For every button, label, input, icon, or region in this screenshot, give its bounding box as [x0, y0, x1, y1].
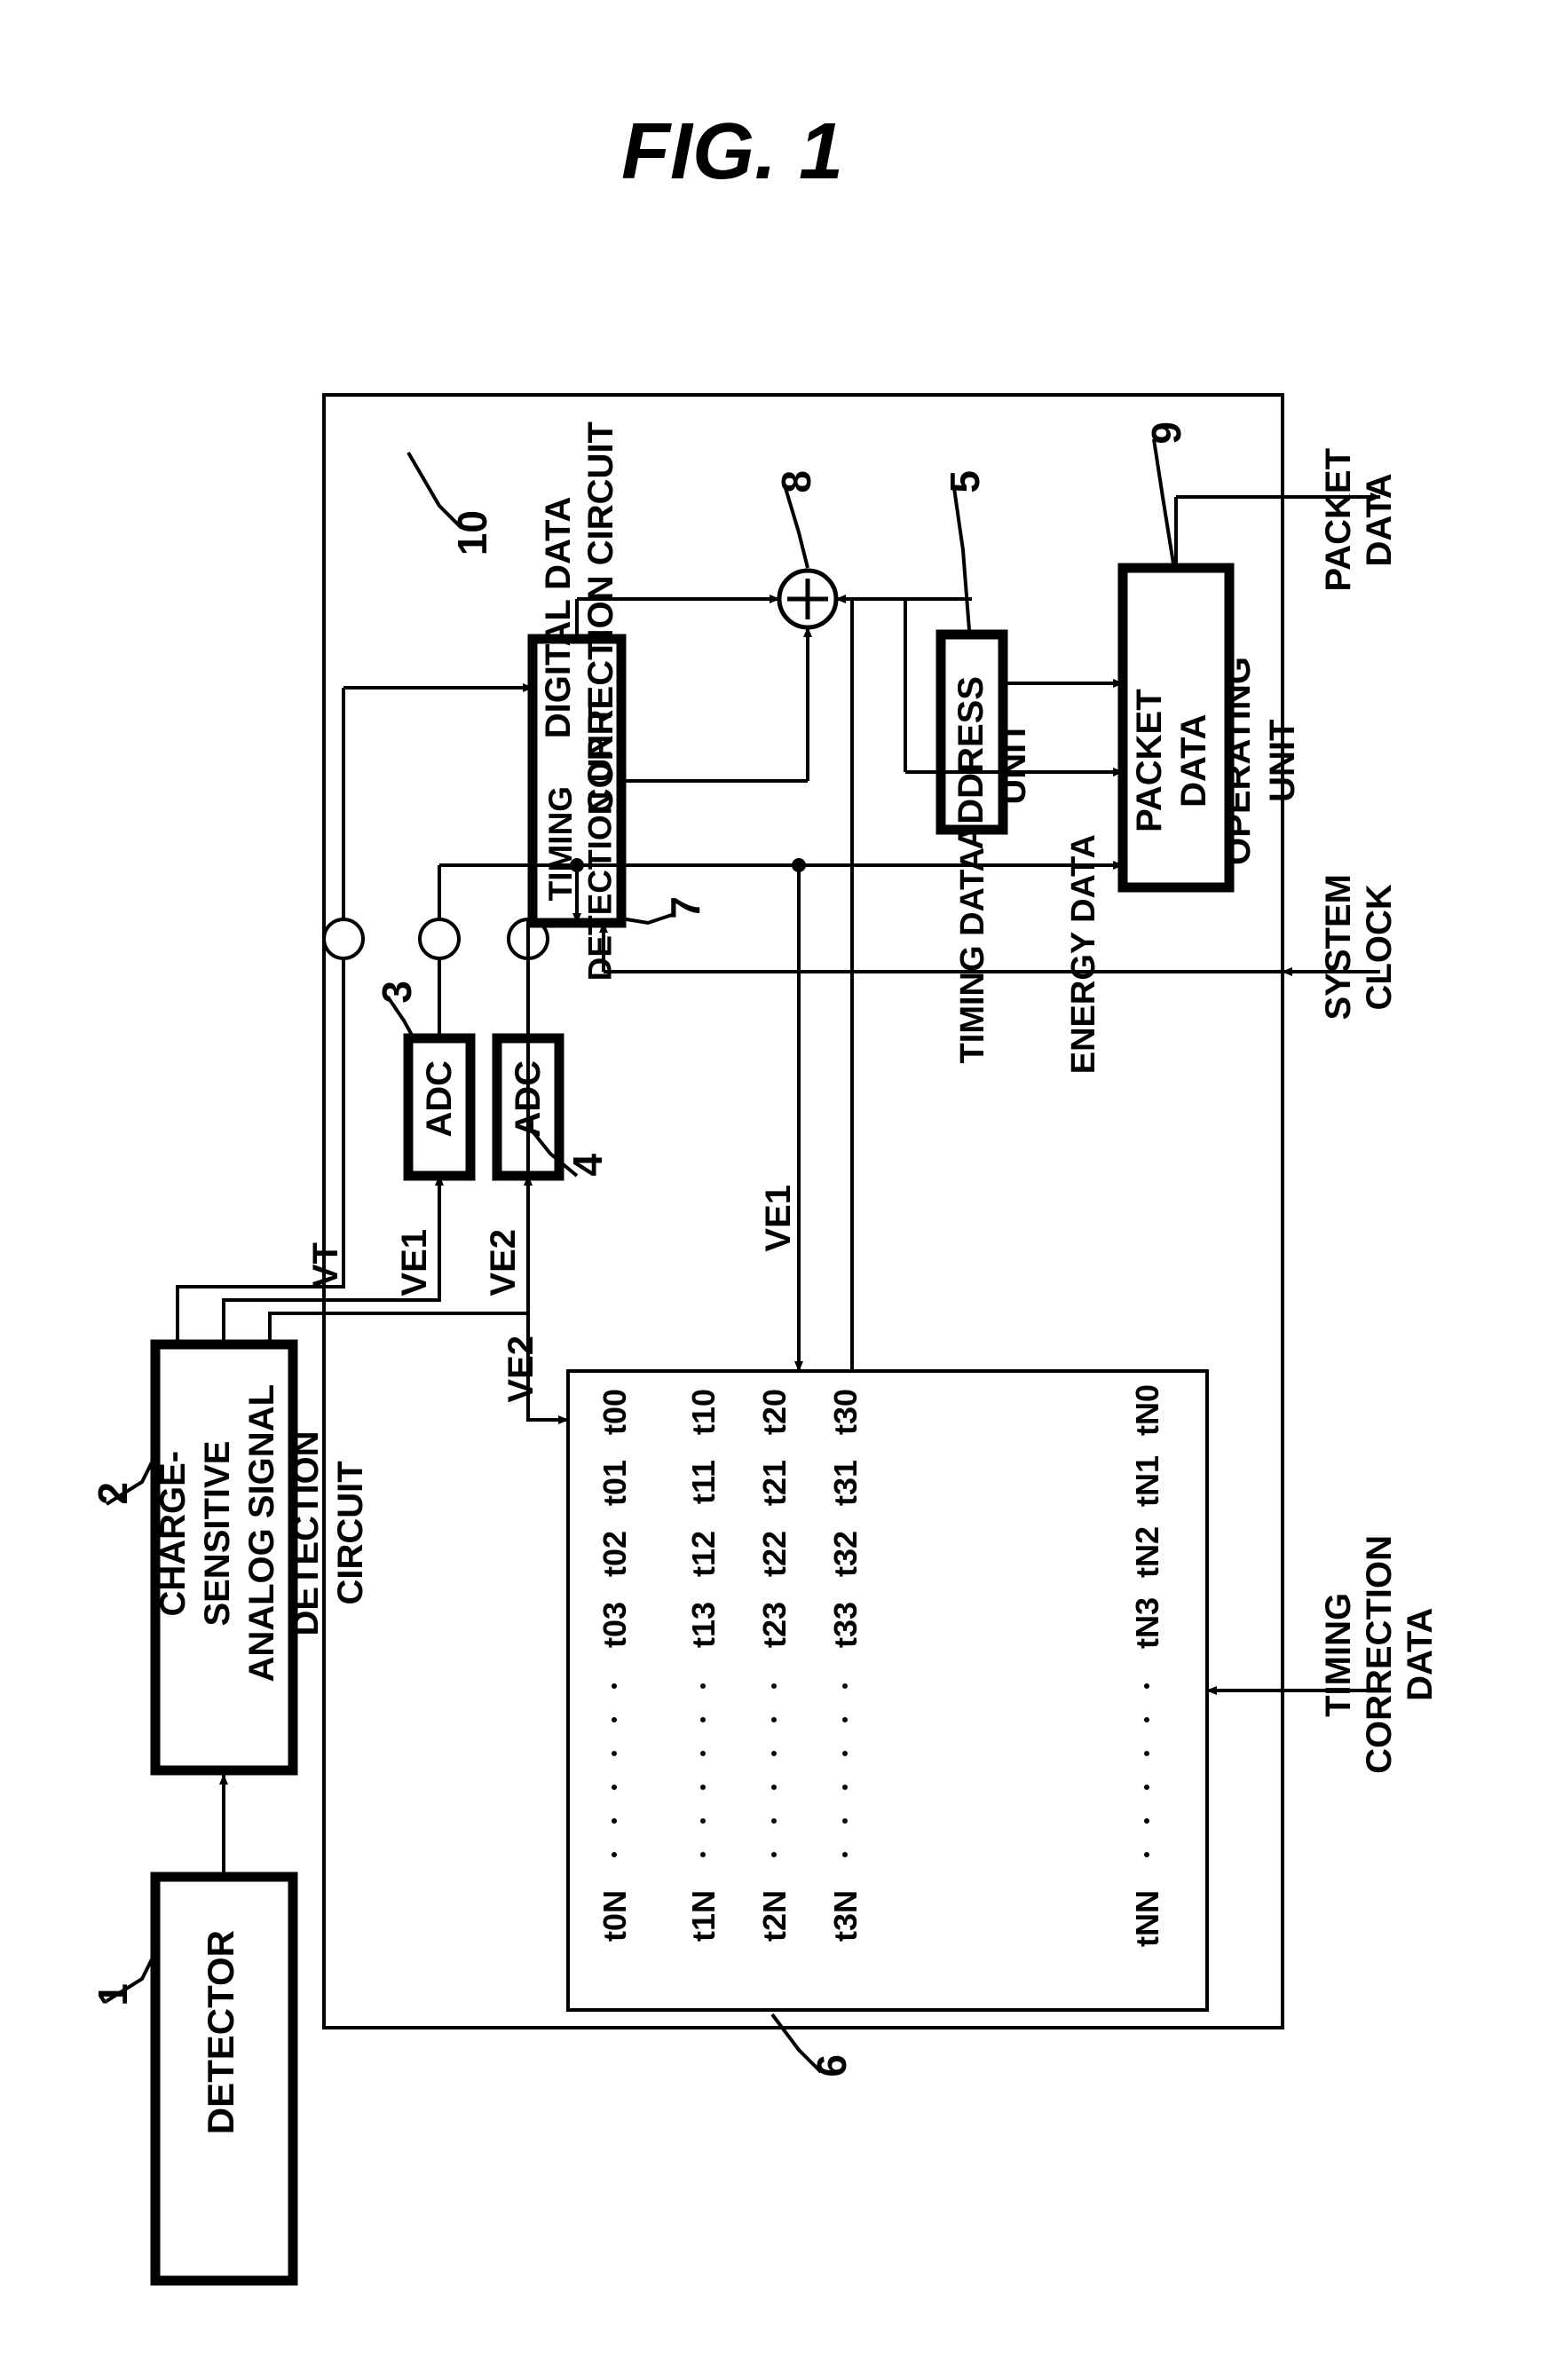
lut-c3rN: t3N — [827, 1890, 864, 1942]
ref-8: 8 — [772, 470, 820, 493]
lut-cNrN: tNN — [1129, 1890, 1166, 1947]
ref-6: 6 — [808, 2054, 856, 2077]
lut-c0r1: t01 — [596, 1460, 634, 1506]
lut-c2rN: t2N — [756, 1890, 793, 1942]
signal-ve2-inner: VE2 — [501, 1336, 541, 1403]
lut-c2r0: t20 — [756, 1389, 793, 1435]
lut-c1r0: t10 — [685, 1389, 722, 1435]
lut-c0r0: t00 — [596, 1389, 634, 1435]
figure-title: FIG. 1 — [621, 106, 843, 198]
lut-cNr0: tN0 — [1129, 1384, 1166, 1436]
lut-cNr2: tN2 — [1129, 1526, 1166, 1578]
signal-timing-data: TIMING DATA — [954, 847, 992, 1063]
lut-c2r3: t23 — [756, 1602, 793, 1648]
lut-c1r1: t11 — [685, 1460, 722, 1504]
ref-5: 5 — [941, 470, 989, 493]
address-unit-label: ADDRESS UNIT — [950, 676, 1035, 850]
lut-c2r1: t21 — [756, 1460, 793, 1506]
lut-cNr3: tN3 — [1129, 1597, 1166, 1649]
detector-label: DETECTOR — [200, 1930, 242, 2134]
lut-c1r3: t13 — [685, 1602, 722, 1648]
signal-ve1-inner: VE1 — [759, 1185, 799, 1252]
ref-10: 10 — [448, 510, 496, 556]
ref-9: 9 — [1142, 422, 1190, 445]
lut-c2r2: t22 — [756, 1531, 793, 1577]
ref-2: 2 — [89, 1482, 137, 1505]
charge-circuit-label: CHARGE- SENSITIVE ANALOG SIGNAL DETECTIO… — [151, 1384, 373, 1683]
lut-c3r3: t33 — [827, 1602, 864, 1648]
ref-4: 4 — [564, 1154, 612, 1177]
signal-packet-data: PACKET DATA — [1318, 448, 1400, 591]
lut-c1r2: t12 — [685, 1531, 722, 1577]
ref-7: 7 — [661, 896, 709, 919]
lut-c0rN: t0N — [596, 1890, 634, 1942]
ref-3: 3 — [373, 981, 421, 1004]
adc1-label: ADC — [420, 1060, 460, 1138]
signal-timing-correction: TIMING CORRECTION DATA — [1318, 1535, 1441, 1774]
lut-c0r3: t03 — [596, 1602, 634, 1648]
signal-ve1-outer: VE1 — [395, 1229, 435, 1296]
signal-system-clock: SYSTEM CLOCK — [1318, 874, 1400, 1020]
signal-vt: VT — [306, 1242, 346, 1288]
signal-energy-data: ENERGY DATA — [1065, 834, 1103, 1074]
adc2-label: ADC — [509, 1060, 549, 1138]
packet-unit-label: PACKET DATA OPERATING UNIT — [1127, 657, 1305, 865]
lut-cNr1: tN1 — [1129, 1455, 1166, 1507]
ref-1: 1 — [89, 1983, 137, 2006]
correction-circuit-label: DIGITAL DATA CORRECTION CIRCUIT — [537, 422, 622, 814]
signal-ve2-outer: VE2 — [484, 1229, 524, 1296]
lut-c3r1: t31 — [827, 1460, 864, 1506]
lut-c0r2: t02 — [596, 1531, 634, 1577]
lut-c3r2: t32 — [827, 1531, 864, 1577]
lut-c3r0: t30 — [827, 1389, 864, 1435]
lut-c1rN: t1N — [685, 1890, 722, 1942]
